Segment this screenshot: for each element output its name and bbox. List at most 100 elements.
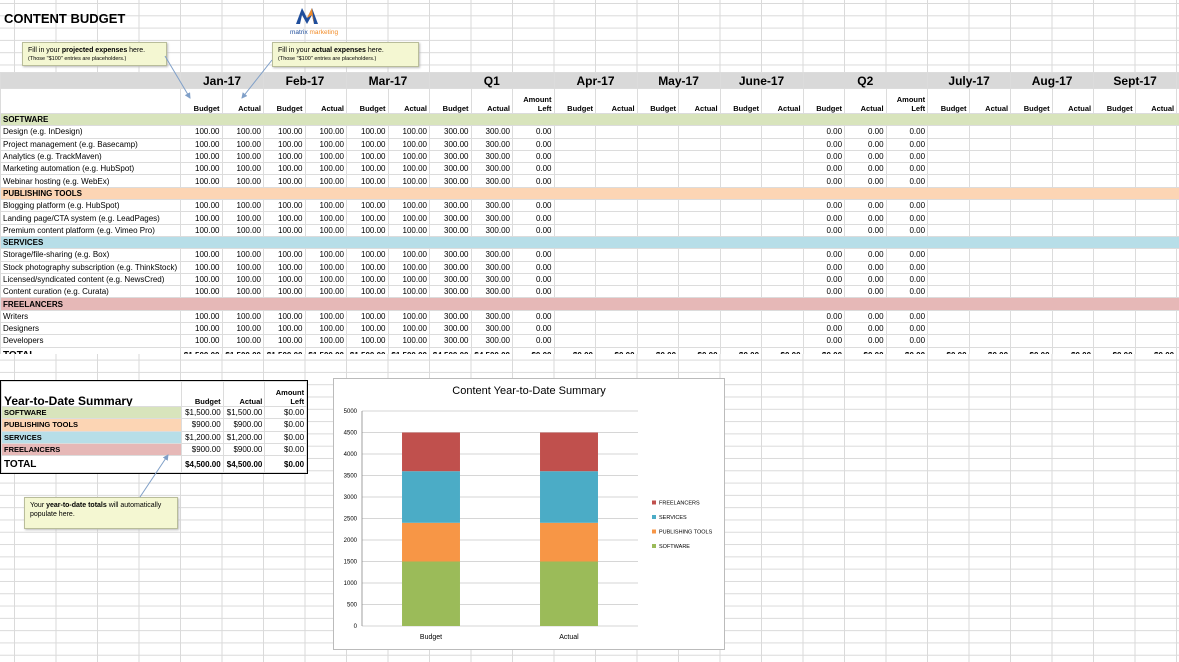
- cell: [1093, 137, 1136, 151]
- cell: 300.00: [429, 223, 472, 237]
- cell: 100.00: [263, 334, 306, 348]
- cell: [1051, 137, 1095, 151]
- cell: [553, 223, 597, 237]
- cell: [553, 199, 597, 213]
- row-label: SOFTWARE: [1, 405, 182, 420]
- cell: 0.00: [885, 162, 929, 176]
- cell: 0.00: [512, 223, 555, 237]
- cell: [1010, 309, 1053, 324]
- cell: $1,500.00: [180, 346, 223, 354]
- cell: [719, 223, 763, 237]
- logo: matrix marketing: [290, 8, 338, 36]
- cell: [595, 149, 638, 164]
- cell: [1134, 260, 1178, 274]
- cell: [761, 285, 804, 299]
- cell: [968, 322, 1012, 336]
- cell: 300.00: [429, 322, 472, 336]
- note: Your year-to-date totals will automatica…: [24, 497, 178, 529]
- cell: [636, 248, 680, 262]
- cell: $0.00: [553, 346, 597, 354]
- row: SERVICES $1,200.00 $1,200.00 $0.00: [1, 430, 308, 444]
- cell: [1051, 260, 1095, 274]
- legend-swatch: [652, 544, 656, 548]
- column-header: Amount Left: [512, 88, 555, 114]
- cell: 0.00: [844, 211, 887, 225]
- column-header: Actual: [761, 88, 804, 114]
- cell: 100.00: [180, 334, 223, 348]
- cell: 300.00: [429, 211, 472, 225]
- cell: [968, 285, 1012, 299]
- cell: [636, 199, 680, 213]
- cell: $1,500.00: [221, 346, 264, 354]
- cell: [1093, 334, 1136, 348]
- cell: [1010, 149, 1053, 164]
- section-row: PUBLISHING TOOLS: [0, 186, 1179, 201]
- cell: 0.00: [512, 125, 555, 139]
- note-sub: (Those "$100" entries are placeholders.): [278, 56, 377, 62]
- row: Webinar hosting (e.g. WebEx) 100.00 100.00…: [0, 174, 1179, 188]
- cell: [1010, 260, 1053, 274]
- column-header: Actual: [222, 381, 266, 407]
- section-label: SOFTWARE: [0, 112, 1179, 127]
- cell: 100.00: [346, 260, 389, 274]
- legend-label: SERVICES: [659, 515, 687, 521]
- cell: [636, 272, 680, 287]
- cell: [1093, 211, 1136, 225]
- cell: [761, 334, 804, 348]
- cell: $0.00: [968, 346, 1012, 354]
- column-header: Budget: [263, 88, 306, 114]
- cell: [927, 322, 970, 336]
- cell: $0.00: [1176, 346, 1179, 354]
- cell: [636, 309, 680, 324]
- group-header: Mar-17: [346, 72, 430, 89]
- cell: [927, 248, 970, 262]
- logo-word: matrix: [290, 29, 308, 36]
- cell: [1051, 285, 1095, 299]
- cell: 0.00: [512, 285, 555, 299]
- column-header: Budget: [346, 88, 389, 114]
- cell: 300.00: [470, 162, 513, 176]
- y-tick-label: 3000: [344, 495, 358, 501]
- y-tick-label: 3500: [344, 474, 358, 480]
- cell: [595, 223, 638, 237]
- cell: [1051, 322, 1095, 336]
- cell: [595, 334, 638, 348]
- cell: [636, 149, 680, 164]
- cell: [761, 162, 804, 176]
- cell: 0.00: [844, 199, 887, 213]
- cell: [595, 211, 638, 225]
- row-label: Landing page/CTA system (e.g. LeadPages): [0, 211, 181, 225]
- group-header: Apr-17: [553, 72, 638, 89]
- column-header: Budget: [636, 88, 680, 114]
- cell: $0.00: [719, 346, 763, 354]
- cell: [678, 309, 721, 324]
- cell: [1093, 272, 1136, 287]
- cell: 0.00: [844, 334, 887, 348]
- row-label: Marketing automation (e.g. HubSpot): [0, 162, 181, 176]
- bar-segment: [402, 471, 460, 523]
- cell: [968, 199, 1012, 213]
- cell: 300.00: [470, 272, 513, 287]
- legend-label: SOFTWARE: [659, 544, 690, 550]
- note-text: Your year-to-date totals will automatica…: [30, 501, 172, 519]
- cell: 0.00: [885, 149, 929, 164]
- cell: [1134, 174, 1178, 188]
- section-label: FREELANCERS: [0, 297, 1179, 311]
- cell: 100.00: [180, 223, 223, 237]
- cell: 0.00: [844, 260, 887, 274]
- cell: 100.00: [263, 272, 306, 287]
- cell: 100.00: [263, 174, 306, 188]
- note: Fill in your actual expenses here. (Those…: [272, 42, 419, 67]
- cell: [927, 125, 970, 139]
- cell: 0.00: [512, 322, 555, 336]
- cell: [636, 211, 680, 225]
- cell: 100.00: [304, 149, 347, 164]
- note-part: year-to-date totals: [46, 502, 107, 509]
- row-label: SERVICES: [1, 430, 182, 444]
- summary-title: Year-to-Date Summary: [1, 381, 182, 407]
- cell: 100.00: [180, 285, 223, 299]
- bar-segment: [540, 432, 598, 472]
- note-part: Your: [30, 502, 47, 509]
- cell: 0.00: [844, 137, 887, 151]
- cell: [678, 162, 721, 176]
